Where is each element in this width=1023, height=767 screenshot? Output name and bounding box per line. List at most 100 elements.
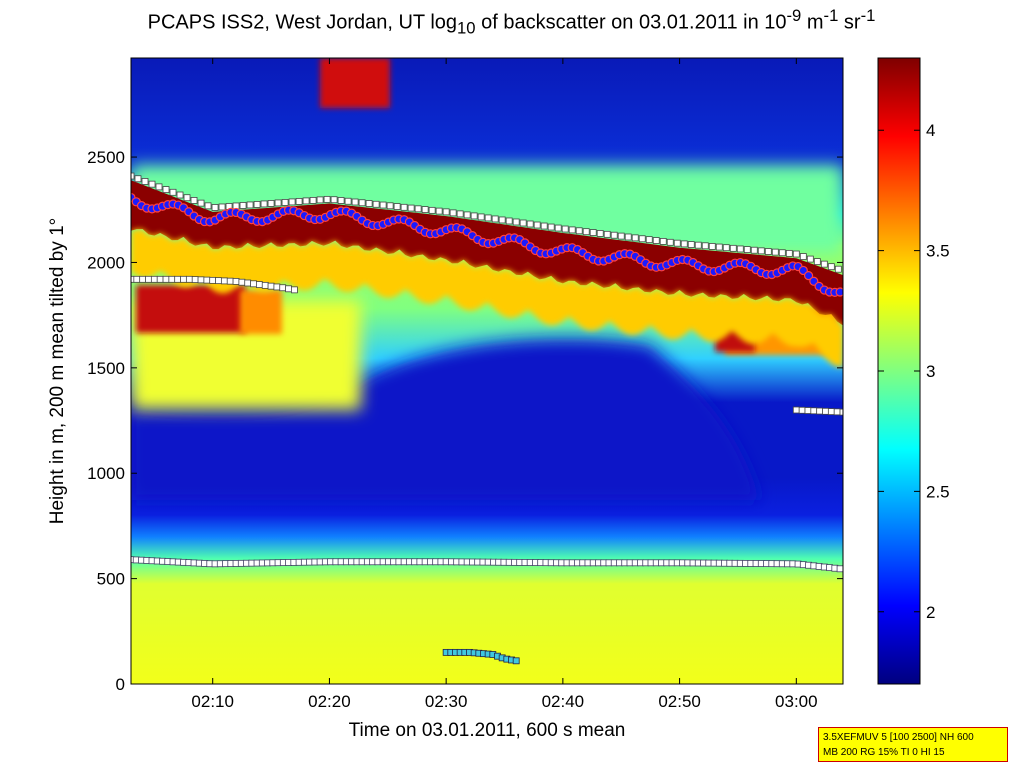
residual-layer-edge (240, 290, 282, 334)
plot-frame (130, 57, 844, 685)
upper-detection-marker (337, 197, 345, 204)
upper-detection-marker (645, 236, 653, 244)
upper-detection-marker (295, 198, 303, 205)
upper-detection-marker (365, 200, 373, 207)
upper-detection-marker (302, 197, 310, 205)
upper-detection-marker (477, 213, 485, 221)
upper-detection-marker (547, 223, 555, 231)
upper-detection-marker (498, 216, 506, 224)
mid-layer-marker (139, 275, 147, 283)
upper-detection-marker (631, 234, 639, 242)
upper-detection-marker (694, 241, 702, 249)
upper-detection-marker (309, 196, 317, 204)
upper-detection-marker (722, 244, 730, 252)
mid-layer-marker (267, 282, 275, 290)
upper-detection-marker (666, 238, 674, 246)
upper-detection-marker (491, 215, 499, 223)
title-text-3: m (801, 11, 824, 34)
residual-layer-strong (136, 285, 246, 333)
upper-detection-marker (204, 202, 212, 210)
mid-layer-marker (220, 277, 228, 285)
mid-layer-marker (291, 286, 298, 294)
upper-detection-marker (519, 219, 527, 227)
upper-detection-marker (652, 237, 660, 244)
chart-title: PCAPS ISS2, West Jordan, UT log10 of bac… (0, 6, 1023, 39)
upper-detection-marker (512, 218, 520, 226)
upper-detection-marker (470, 212, 478, 220)
late-layer-marker (792, 406, 800, 414)
late-layer-marker (816, 407, 824, 415)
mid-layer-marker (191, 276, 199, 283)
late-layer-marker (804, 407, 812, 414)
upper-detection-marker (582, 228, 590, 236)
colorbar-tick-label: 4 (926, 121, 935, 140)
upper-detection-marker (813, 258, 821, 266)
upper-detection-marker (484, 214, 492, 222)
upper-detection-marker (400, 203, 408, 211)
y-tick-label: 1500 (87, 359, 125, 378)
upper-detection-marker (176, 191, 184, 199)
top-cloud-patch (320, 58, 390, 108)
upper-detection-marker (526, 220, 534, 228)
upper-detection-marker (589, 229, 597, 236)
mid-layer-marker (215, 277, 222, 285)
upper-detection-marker (764, 248, 772, 255)
mid-layer-marker (244, 279, 252, 287)
upper-detection-marker (407, 204, 415, 212)
mid-layer-marker (162, 275, 170, 283)
upper-detection-marker (414, 205, 422, 213)
title-subscript: 10 (457, 18, 476, 38)
upper-detection-marker (736, 245, 744, 253)
upper-detection-marker (834, 265, 842, 273)
y-tick-label: 0 (116, 675, 125, 694)
upper-detection-marker (659, 238, 667, 245)
upper-detection-marker (743, 246, 751, 253)
colorbar-tick-label: 3.5 (926, 242, 950, 261)
mid-layer-marker (180, 275, 187, 283)
upper-detection-marker (596, 230, 604, 237)
upper-detection-marker (617, 232, 625, 240)
upper-detection-marker (134, 175, 142, 183)
upper-detection-marker (372, 200, 380, 208)
late-layer-marker (798, 406, 806, 414)
info-line-2: MB 200 RG 15% TI 0 HI 15 (823, 747, 945, 758)
mid-layer-marker (285, 285, 292, 293)
mid-layer-marker (145, 275, 152, 283)
upper-detection-marker (729, 244, 737, 252)
upper-detection-marker (806, 255, 814, 263)
upper-detection-marker (820, 260, 828, 268)
title-text-2: of backscatter on 03.01.2011 in 10 (475, 11, 787, 34)
y-tick-label: 2000 (87, 253, 125, 272)
late-layer-marker (827, 408, 835, 415)
upper-detection-marker (183, 194, 191, 202)
upper-detection-marker (435, 207, 443, 215)
x-axis-label: Time on 03.01.2011, 600 s mean (349, 720, 626, 741)
upper-detection-marker (610, 231, 618, 239)
upper-detection-marker (351, 198, 359, 206)
title-text-4: sr (838, 11, 861, 34)
upper-detection-marker (603, 230, 611, 238)
y-axis: 0 500 1000 1500 2000 2500 (87, 148, 843, 694)
mid-layer-marker (168, 275, 176, 283)
late-layer-marker (833, 408, 841, 416)
mid-layer-marker (203, 276, 211, 284)
upper-detection-marker (393, 203, 401, 210)
upper-detection-marker (274, 199, 282, 207)
upper-detection-marker (246, 201, 254, 209)
mid-layer-marker (174, 275, 182, 283)
upper-detection-marker (428, 206, 436, 214)
upper-detection-marker (624, 233, 632, 241)
upper-detection-marker (239, 202, 247, 209)
upper-detection-marker (281, 199, 289, 206)
marker-layer (131, 172, 843, 665)
upper-detection-marker (575, 227, 583, 235)
mid-layer-marker (238, 278, 246, 286)
upper-detection-marker (169, 188, 177, 196)
late-layer-marker (810, 407, 818, 415)
upper-detection-marker (778, 249, 786, 257)
upper-detection-marker (673, 239, 681, 247)
title-superscript: -9 (786, 6, 802, 25)
upper-detection-marker (323, 195, 331, 203)
